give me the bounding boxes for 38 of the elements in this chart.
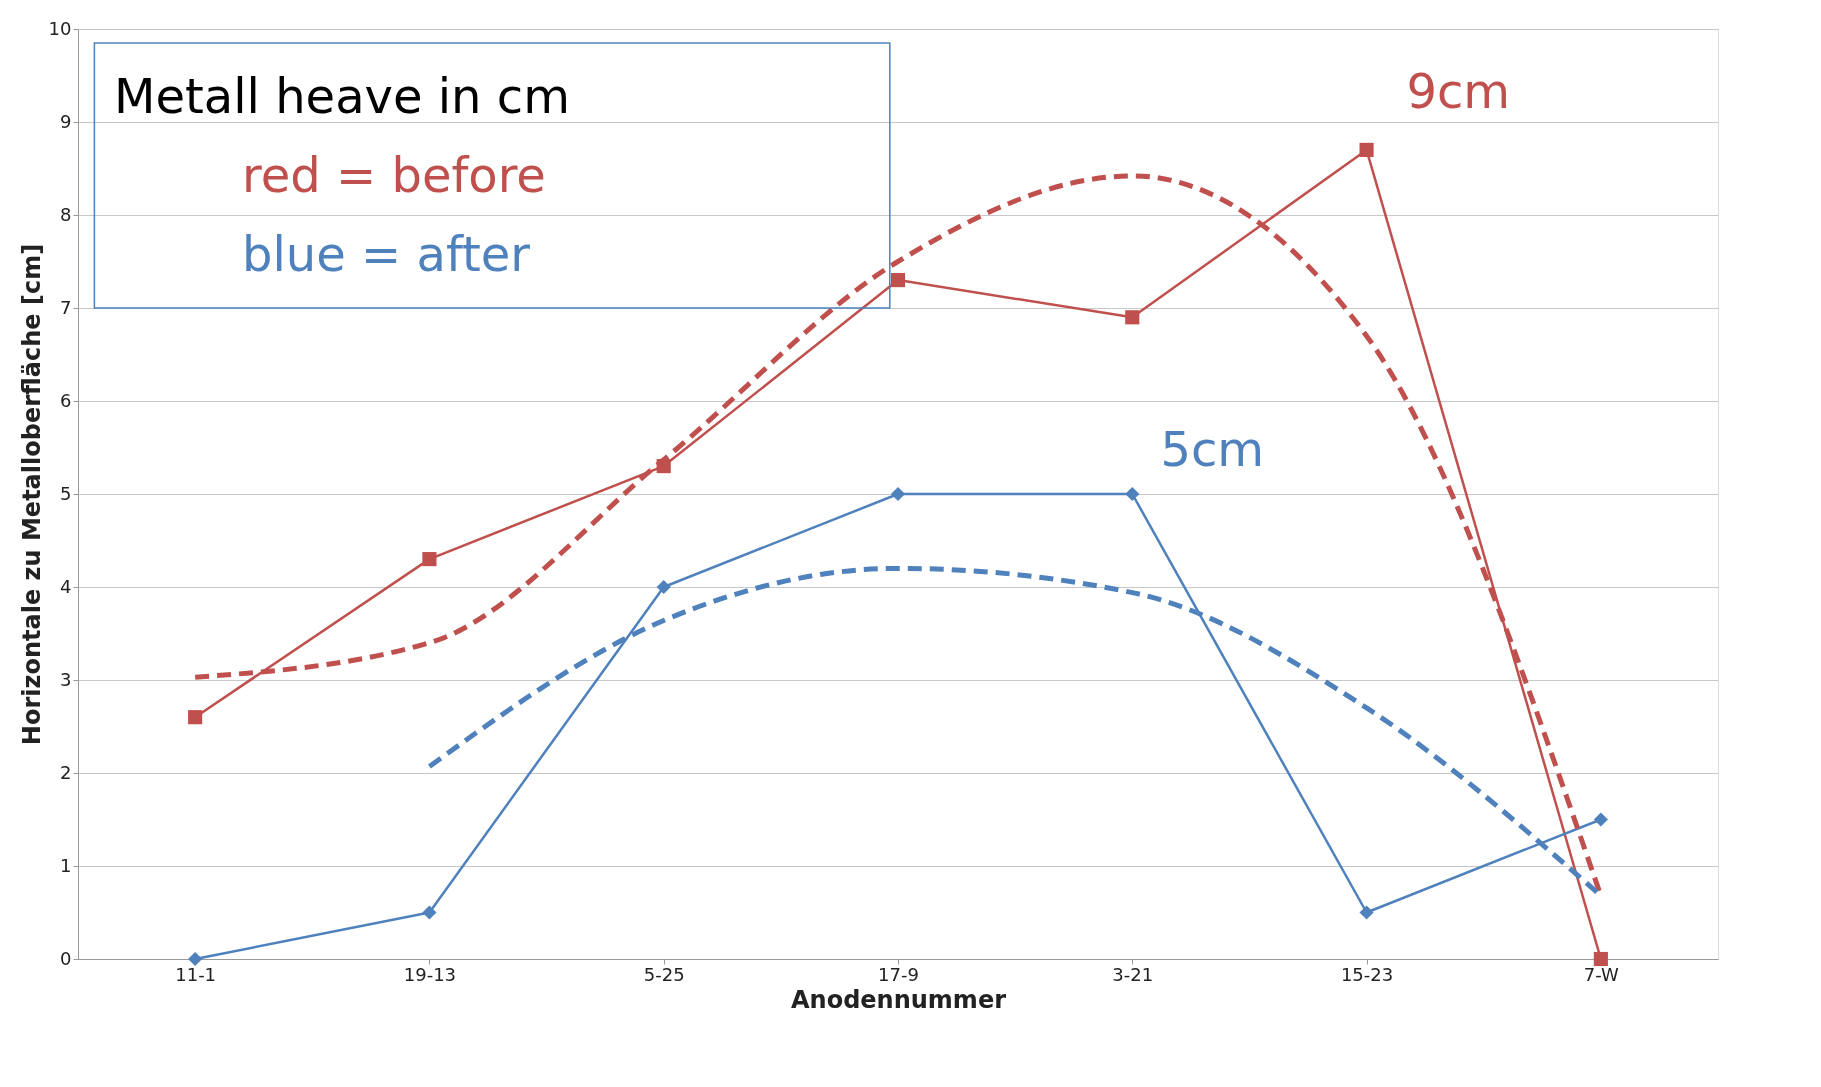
annotation: red = before xyxy=(242,146,546,203)
point xyxy=(1359,142,1374,157)
x-axis-title: Anodennummer xyxy=(791,985,1007,1014)
x-tick-label: 3-21 xyxy=(1112,963,1154,985)
x-tick-label: 7-W xyxy=(1583,963,1620,985)
point xyxy=(1593,951,1608,967)
annotation: 9cm xyxy=(1406,63,1511,120)
point xyxy=(890,486,906,502)
annotation: blue = after xyxy=(242,225,531,282)
y-tick-label: 8 xyxy=(60,203,72,225)
point xyxy=(890,273,906,288)
point xyxy=(1359,905,1374,920)
point xyxy=(188,951,203,967)
y-tick-label: 7 xyxy=(60,296,72,318)
annotation: 5cm xyxy=(1160,421,1265,478)
x-tick-label: 19-13 xyxy=(403,963,457,985)
y-tick-label: 3 xyxy=(60,668,72,690)
x-tick-label: 17-9 xyxy=(878,963,919,985)
point xyxy=(1593,812,1608,827)
point xyxy=(656,579,671,595)
y-tick-label: 4 xyxy=(60,575,72,597)
x-tick-label: 15-23 xyxy=(1340,963,1394,985)
y-tick-label: 2 xyxy=(60,761,72,783)
y-tick-label: 6 xyxy=(60,389,72,411)
point xyxy=(188,710,203,725)
y-tick-label: 10 xyxy=(48,17,72,39)
point xyxy=(1125,310,1140,325)
annotation: Metall heave in cm xyxy=(114,67,570,124)
x-tick-label: 5-25 xyxy=(643,963,685,985)
point xyxy=(1125,486,1140,502)
point xyxy=(422,905,437,920)
y-tick-label: 0 xyxy=(60,947,72,969)
point xyxy=(422,552,437,567)
y-tick-label: 9 xyxy=(60,110,72,132)
x-tick-label: 11-1 xyxy=(175,963,217,985)
y-tick-label: 1 xyxy=(60,854,72,876)
y-tick-label: 5 xyxy=(60,482,72,504)
y-axis-title: Horizontale zu Metalloberfläche [cm] xyxy=(17,243,46,746)
